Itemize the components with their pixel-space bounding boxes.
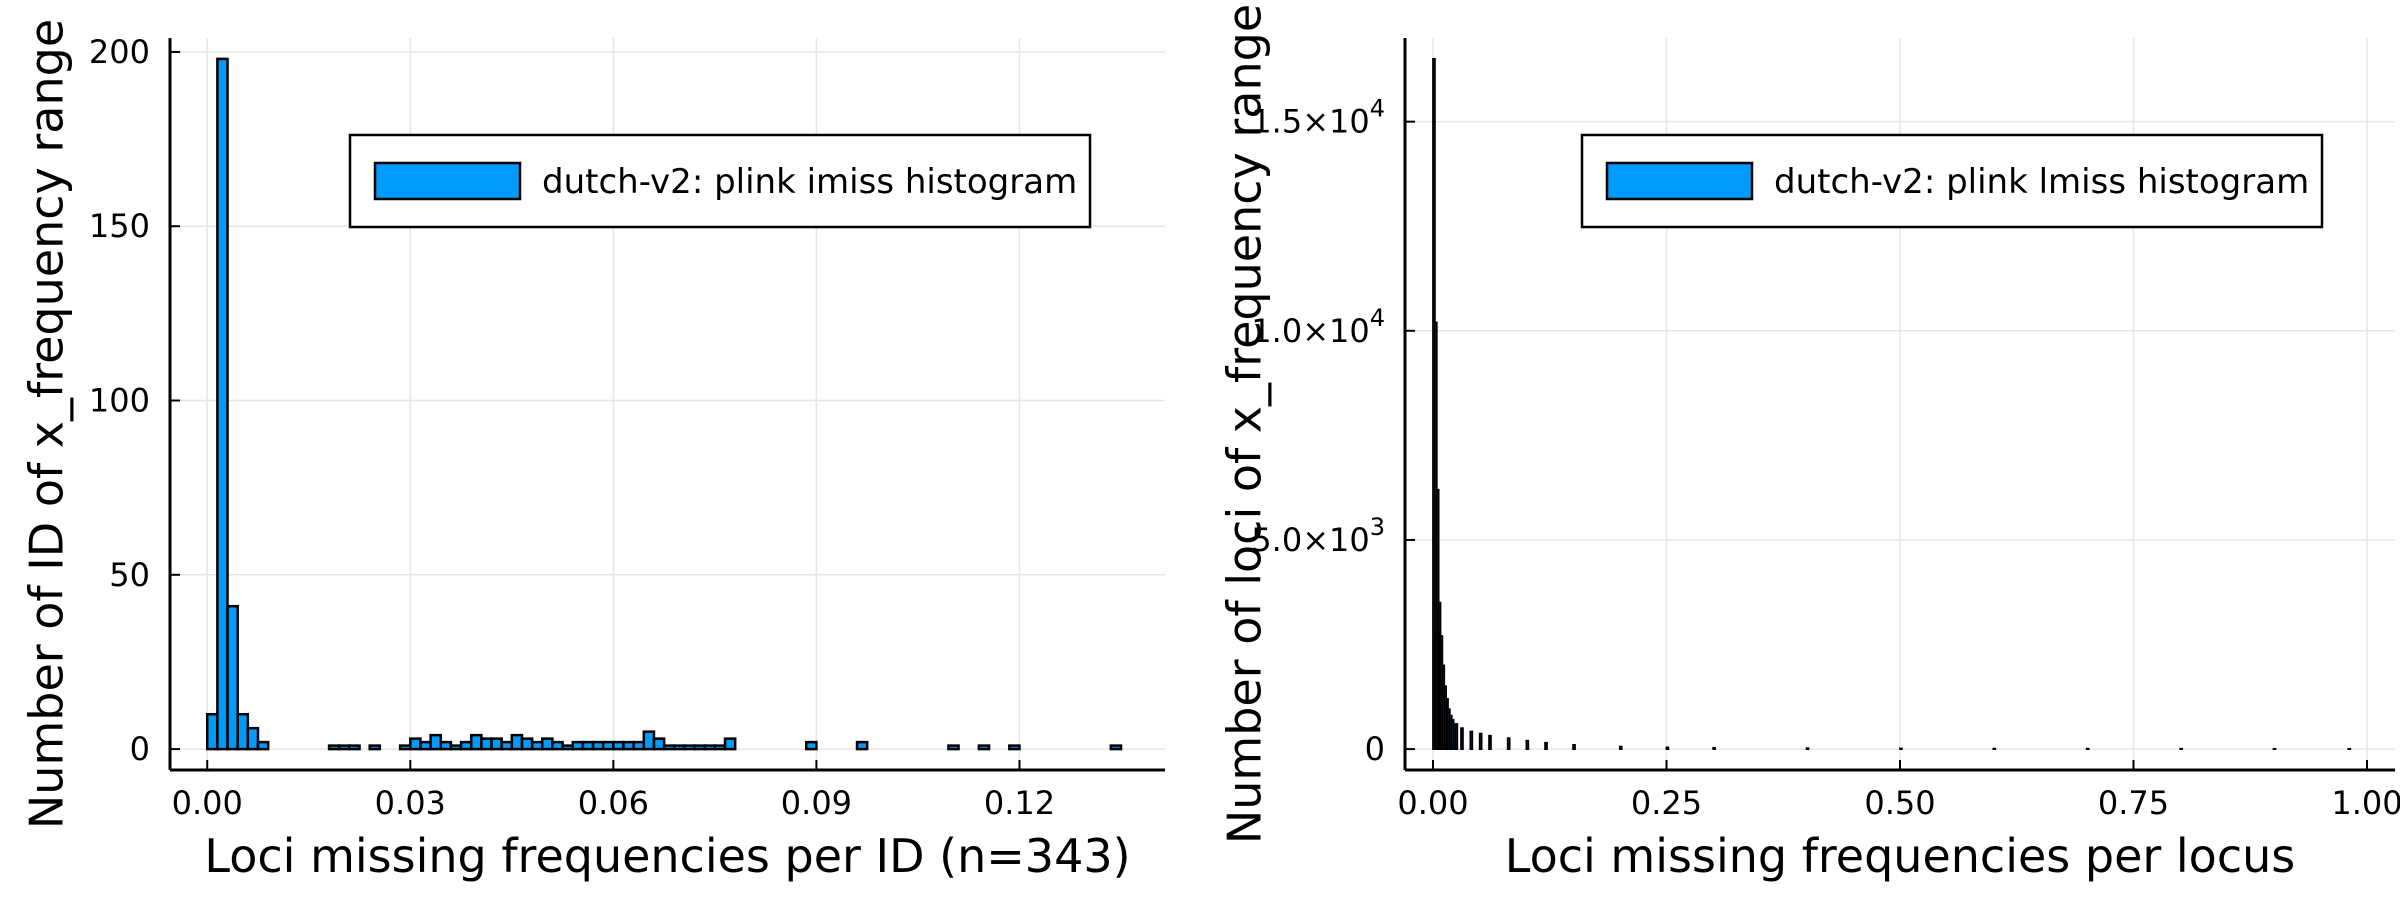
imiss-bar: [573, 742, 583, 749]
lmiss-x-tick-label: 0.50: [1864, 784, 1935, 822]
imiss-bar: [684, 746, 694, 749]
lmiss-bar: [1573, 745, 1575, 749]
lmiss-legend: dutch-v2: plink lmiss histogram: [1582, 135, 2322, 227]
lmiss-bar: [1713, 748, 1715, 749]
imiss-bar: [410, 739, 420, 749]
lmiss-bar: [1508, 738, 1510, 749]
imiss-y-tick-label: 200: [89, 33, 150, 71]
imiss-bar: [563, 746, 573, 749]
lmiss-bar: [1452, 720, 1454, 749]
imiss-bar: [481, 739, 491, 749]
lmiss-bar: [1461, 728, 1463, 749]
imiss-bar: [705, 746, 715, 749]
imiss-bar: [502, 742, 512, 749]
lmiss-legend-label: dutch-v2: plink lmiss histogram: [1774, 162, 2309, 202]
imiss-legend-label: dutch-v2: plink imiss histogram: [542, 162, 1077, 202]
imiss-x-tick-label: 0.03: [375, 784, 446, 822]
imiss-x-tick-label: 0.00: [172, 784, 243, 822]
imiss-bar: [349, 746, 359, 749]
lmiss-bar: [1620, 747, 1622, 750]
imiss-bar: [664, 746, 674, 749]
imiss-bar: [248, 728, 258, 749]
imiss-bar: [634, 742, 644, 749]
imiss-bar: [695, 746, 705, 749]
imiss-histogram-panel: 0.00 0.03 0.06 0.09 0.12 0 50 100 150 200 Loci mi…: [20, 19, 1166, 883]
imiss-bar: [451, 746, 461, 749]
imiss-bar: [339, 746, 349, 749]
imiss-legend: dutch-v2: plink imiss histogram: [350, 135, 1090, 227]
imiss-bar: [948, 746, 958, 749]
imiss-bar: [400, 746, 410, 749]
lmiss-bar: [1545, 743, 1547, 749]
imiss-bar: [1111, 746, 1121, 749]
imiss-bar: [593, 742, 603, 749]
imiss-bar: [613, 742, 623, 749]
lmiss-legend-swatch: [1607, 163, 1752, 199]
lmiss-y-tick-label: 0: [1365, 730, 1385, 768]
imiss-bar: [857, 742, 867, 749]
imiss-y-tick-label: 150: [89, 207, 150, 245]
imiss-bar: [441, 742, 451, 749]
imiss-x-axis-label: Loci missing frequencies per ID (n=343): [204, 829, 1130, 883]
imiss-bar: [492, 739, 502, 749]
imiss-bar: [725, 739, 735, 749]
lmiss-x-tick-label: 0.00: [1397, 784, 1468, 822]
imiss-bar: [228, 606, 238, 749]
imiss-y-axis-label: Number of ID of x_frequency range: [20, 19, 74, 829]
imiss-legend-swatch: [375, 163, 520, 199]
lmiss-x-tick-label: 1.00: [2331, 784, 2400, 822]
imiss-bar: [583, 742, 593, 749]
imiss-bar: [542, 739, 552, 749]
imiss-y-tick-label: 0: [130, 730, 150, 768]
imiss-bar: [512, 735, 522, 749]
imiss-bar: [431, 735, 441, 749]
imiss-bar: [674, 746, 684, 749]
imiss-bar: [217, 59, 227, 749]
lmiss-bar: [1993, 749, 1995, 750]
imiss-bar: [258, 742, 268, 749]
imiss-bar: [522, 739, 532, 749]
imiss-bar: [329, 746, 339, 749]
lmiss-bar: [1807, 748, 1809, 749]
lmiss-bar: [1480, 734, 1482, 749]
imiss-bar: [654, 739, 664, 749]
imiss-bar: [715, 746, 725, 749]
imiss-bar: [806, 742, 816, 749]
imiss-y-tick-label: 50: [109, 556, 150, 594]
imiss-bar: [420, 742, 430, 749]
lmiss-bar: [1455, 724, 1457, 749]
imiss-bar: [624, 742, 634, 749]
imiss-bar: [461, 742, 471, 749]
imiss-bar: [644, 732, 654, 749]
imiss-bar: [603, 742, 613, 749]
imiss-x-tick-label: 0.06: [578, 784, 649, 822]
lmiss-bar: [1667, 747, 1669, 749]
imiss-bar: [238, 714, 248, 749]
imiss-x-tick-label: 0.09: [781, 784, 852, 822]
lmiss-bar: [1526, 741, 1528, 749]
imiss-bar: [552, 742, 562, 749]
lmiss-bar: [1900, 748, 1902, 749]
imiss-bar: [471, 735, 481, 749]
imiss-bar: [207, 714, 217, 749]
lmiss-x-tick-label: 0.75: [2098, 784, 2169, 822]
lmiss-x-tick-label: 0.25: [1631, 784, 1702, 822]
lmiss-y-axis-label: Number of loci of x_frequency range: [1218, 4, 1272, 844]
lmiss-bar: [1470, 732, 1472, 750]
imiss-bar: [1009, 746, 1019, 749]
imiss-y-tick-label: 100: [89, 382, 150, 420]
imiss-bar: [979, 746, 989, 749]
lmiss-bar: [1489, 736, 1491, 749]
imiss-bar: [532, 742, 542, 749]
imiss-bar: [370, 746, 380, 749]
imiss-x-tick-label: 0.12: [984, 784, 1055, 822]
lmiss-x-axis-label: Loci missing frequencies per locus: [1505, 829, 2295, 883]
